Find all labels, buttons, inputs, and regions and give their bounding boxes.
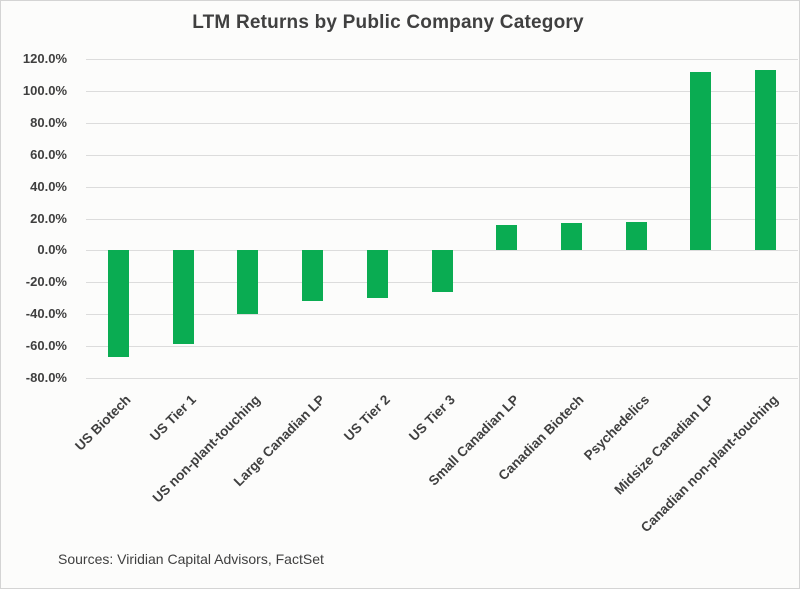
y-axis-tick-label: 100.0%	[22, 82, 67, 98]
gridline	[86, 218, 798, 220]
bar-psychedelics	[625, 221, 647, 251]
y-axis-tick-label: 40.0%	[30, 178, 67, 194]
x-axis-label-us-tier-3: US Tier 3	[405, 392, 458, 444]
gridline	[86, 59, 798, 60]
gridline	[86, 314, 798, 316]
bar-us-tier-2	[366, 250, 388, 299]
gridline	[86, 90, 798, 92]
plot-area	[86, 59, 798, 379]
y-axis-tick-label: 0.0%	[37, 242, 67, 258]
x-axis-label-psychedelics: Psychedelics	[580, 392, 652, 464]
bar-us-tier-1	[172, 250, 194, 345]
y-axis-tick-label: -60.0%	[25, 338, 67, 354]
x-axis-label-canadian-non-plant-touching: Canadian non-plant-touching	[638, 392, 782, 536]
bar-large-canadian-lp	[302, 250, 324, 302]
source-note: Sources: Viridian Capital Advisors, Fact…	[58, 551, 324, 567]
gridline	[86, 154, 798, 156]
bar-us-biotech	[107, 250, 129, 358]
x-axis-label-us-non-plant-touching: US non-plant-touching	[149, 392, 264, 506]
x-axis-label-us-tier-2: US Tier 2	[341, 392, 393, 444]
bar-small-canadian-lp	[496, 224, 518, 251]
bar-midsize-canadian-lp	[690, 71, 712, 251]
bar-us-tier-3	[431, 250, 453, 292]
y-axis-tick-label: 80.0%	[30, 114, 67, 130]
y-axis-tick-label: -40.0%	[25, 306, 67, 322]
gridline	[86, 378, 798, 379]
x-axis-label-us-biotech: US Biotech	[72, 392, 134, 454]
x-axis-label-us-tier-1: US Tier 1	[146, 392, 199, 444]
bar-canadian-biotech	[560, 223, 582, 251]
y-axis-tick-label: 120.0%	[22, 51, 67, 66]
y-axis-tick-label: -20.0%	[25, 274, 67, 290]
bar-us-non-plant-touching	[237, 250, 259, 315]
chart-title: LTM Returns by Public Company Category	[192, 12, 584, 33]
y-axis-tick-label: -80.0%	[25, 370, 67, 385]
bar-canadian-non-plant-touching	[755, 70, 777, 251]
gridline	[86, 186, 798, 188]
y-axis-tick-label: 20.0%	[30, 210, 67, 226]
gridline	[86, 122, 798, 124]
y-axis-tick-label: 60.0%	[30, 146, 67, 162]
gridline	[86, 346, 798, 348]
